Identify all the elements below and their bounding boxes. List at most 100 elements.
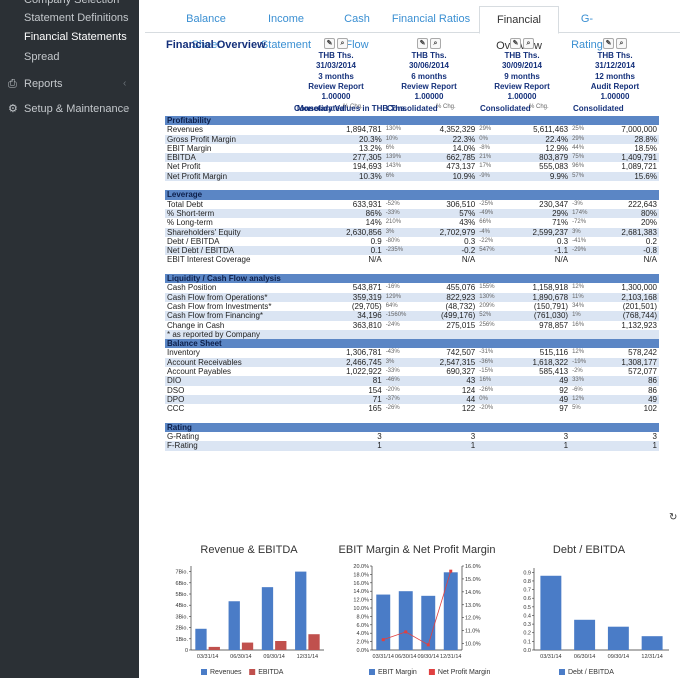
- edit-icon[interactable]: ✎: [510, 38, 521, 49]
- table-row: Cash Flow from Financing* 34,196 -1560% (49…: [165, 311, 659, 321]
- value-cell: 455,076: [446, 283, 476, 293]
- refresh-icon[interactable]: ↻: [669, 512, 678, 523]
- tab-g-rating[interactable]: G-Rating: [571, 13, 603, 51]
- value-cell: 10.3%: [314, 171, 384, 182]
- y-tick-label: 4.0%: [356, 631, 369, 637]
- value-cell: -1.1: [501, 246, 571, 256]
- row-label: * as reported by Company: [165, 329, 315, 340]
- row-label: EBITDA: [165, 153, 315, 163]
- sidebar-item-reports[interactable]: ⎙ Reports ‹: [0, 75, 139, 93]
- value-cell: 1,894,781: [346, 125, 382, 135]
- column-date: 31/12/2014: [594, 61, 636, 71]
- table-row: Net Debt / EBITDA 0.1 -235% -0.2 547% -1.1 -29…: [165, 246, 659, 256]
- y-tick-right-label: 13.0%: [465, 603, 481, 609]
- column-factor: 1.00000: [507, 92, 537, 102]
- column-factor: 1.00000: [414, 92, 444, 102]
- value-cell: 10.9%: [408, 171, 478, 182]
- tab-cash-flow[interactable]: Cash Flow: [344, 13, 370, 51]
- table-row: CCC 165 -26% 122 -20% 97 5% 102: [165, 404, 659, 413]
- legend-swatch: [201, 669, 207, 675]
- pct-change-cell: 143%: [385, 163, 402, 170]
- chart-title: Revenue & EBITDA: [200, 544, 298, 556]
- column-factor: 1.00000: [321, 92, 351, 102]
- sidebar-item-financial-statements[interactable]: Financial Statements: [0, 28, 139, 46]
- pct-change-cell: -46%: [383, 376, 409, 386]
- y-tick-label: 4Bio.: [175, 603, 188, 609]
- bar-revenues: [195, 628, 207, 650]
- y-tick-label: 0.5: [523, 605, 531, 611]
- value-cell: 1: [594, 441, 659, 451]
- pct-change-cell: 44%: [572, 144, 585, 151]
- search-icon[interactable]: ⌕: [337, 38, 348, 49]
- sidebar-item-statement-definitions[interactable]: Statement Definitions: [0, 9, 139, 27]
- table-row: Shareholders' Equity 2,630,856 3% 2,702,979…: [165, 227, 659, 237]
- pct-change-cell: -4%: [477, 227, 502, 237]
- table-row: % Long-term 14% 210% 43% 66% 71% -72% 20%: [165, 218, 659, 227]
- spacer-cell: [165, 264, 659, 275]
- pct-change-cell: [477, 255, 501, 264]
- y-tick-right-label: 12.0%: [465, 616, 481, 622]
- x-tick-label: 06/30/14: [574, 654, 595, 660]
- sidebar-item-setup-maintenance[interactable]: ⚙ Setup & Maintenance ‹: [0, 100, 139, 118]
- pct-change-cell: 547%: [477, 246, 502, 256]
- section-title: Liquidity / Cash Flow analysis: [165, 274, 659, 284]
- chevron-left-icon: ‹: [123, 78, 127, 89]
- value-cell: 9.9%: [501, 171, 571, 182]
- line-net-profit-margin: [383, 571, 452, 646]
- bar-ebit-margin: [398, 591, 413, 650]
- search-icon[interactable]: ⌕: [616, 38, 627, 49]
- pct-change-cell: -29%: [570, 246, 595, 256]
- tab-balance-sheet[interactable]: Balance Sheet: [186, 13, 226, 51]
- pct-change-cell: -31%: [479, 349, 494, 356]
- sidebar-item-company-selection[interactable]: Company Selection: [0, 0, 139, 9]
- line-point: [404, 630, 408, 634]
- column-unit: THB Ths.: [597, 51, 633, 60]
- column-scope: Consolidated: [294, 104, 345, 113]
- y-tick-label: 12.0%: [353, 598, 369, 604]
- value-cell: 1,158,918: [532, 283, 569, 293]
- print-icon: ⎙: [8, 78, 17, 90]
- value-cell: 2,103,168: [594, 292, 659, 302]
- pct-change-cell: 10%: [383, 134, 409, 144]
- edit-icon[interactable]: ✎: [603, 38, 614, 49]
- edit-icon[interactable]: ✎: [417, 38, 428, 49]
- legend-label: Debt / EBITDA: [568, 669, 614, 676]
- sidebar-item-spread[interactable]: Spread: [0, 48, 139, 66]
- value-cell: 86: [648, 385, 657, 395]
- pct-change-cell: -20%: [479, 405, 494, 412]
- pct-change-cell: [383, 329, 409, 340]
- x-tick-label: 03/31/14: [197, 654, 218, 660]
- pct-change-cell: 64%: [385, 302, 398, 309]
- pct-change-cell: -235%: [383, 246, 409, 256]
- chevron-left-icon: ‹: [123, 103, 127, 114]
- pct-change-cell: 12%: [572, 284, 585, 291]
- legend-swatch: [249, 669, 256, 675]
- value-cell: 1,618,322: [501, 357, 571, 368]
- value-cell: 124: [461, 385, 476, 395]
- tab-financial-overview[interactable]: Financial Overview: [479, 6, 559, 52]
- search-icon[interactable]: ⌕: [523, 38, 534, 49]
- pct-change-cell: [570, 432, 594, 441]
- y-tick-label: 0.4: [523, 613, 531, 619]
- edit-icon[interactable]: ✎: [324, 38, 335, 49]
- value-cell: 0.2: [645, 236, 657, 246]
- row-label: Cash Flow from Operations*: [165, 292, 315, 302]
- table-row: Inventory 1,306,781 -43% 742,507 -31% 515,116…: [165, 348, 659, 357]
- x-tick-label: 12/31/14: [440, 654, 461, 660]
- tab-financial-ratios[interactable]: Financial Ratios: [391, 13, 471, 25]
- value-cell: 14.0%: [452, 143, 476, 153]
- column-report: Review Report: [494, 81, 550, 91]
- table-row: Cash Position 543,871 -16% 455,076 155% 1,158…: [165, 283, 659, 292]
- value-cell: 20%: [640, 218, 657, 228]
- value-cell: 22.4%: [501, 134, 571, 144]
- pct-change-cell: [384, 255, 409, 264]
- pct-change-cell: 130%: [477, 292, 502, 302]
- pct-change-cell: -6%: [572, 386, 583, 393]
- search-icon[interactable]: ⌕: [430, 38, 441, 49]
- sidebar-item-label: Company Selection: [24, 0, 120, 6]
- value-cell: 275,015: [446, 320, 476, 330]
- chart-legend: Revenues EBITDA: [201, 669, 284, 676]
- value-cell: [501, 329, 571, 340]
- pct-change-cell: -16%: [385, 284, 400, 291]
- tab-income-statement[interactable]: Income Statement: [260, 13, 312, 51]
